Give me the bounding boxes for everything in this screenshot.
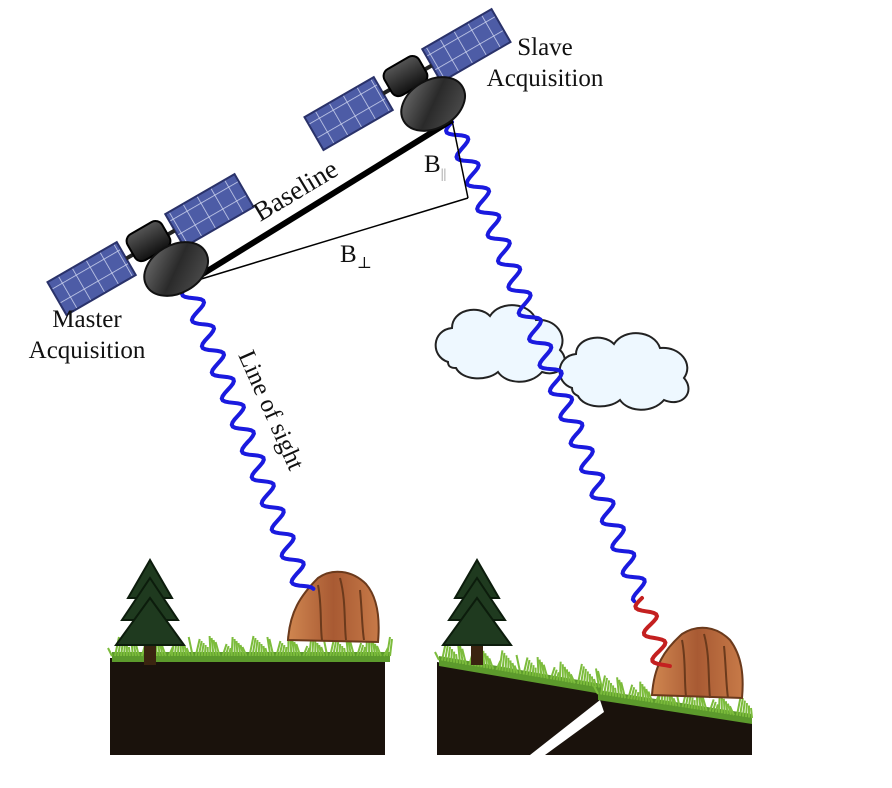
master-label-line2: Acquisition	[29, 337, 146, 364]
pine-tree-icon	[441, 558, 513, 665]
b-parallel-label: B||	[424, 151, 446, 182]
slave-label-line1: Slave	[517, 34, 573, 61]
b-parallel-line	[451, 119, 469, 199]
rock-icon	[650, 626, 744, 700]
satellite-icon	[303, 7, 512, 152]
cloud-icon	[434, 304, 566, 383]
rock-icon	[286, 570, 380, 644]
b-perpendicular-subscript: ⊥	[357, 255, 372, 272]
left-ground-block	[110, 658, 385, 755]
cloud-icon	[558, 332, 690, 411]
right-grass-upper	[434, 641, 603, 694]
master-line-of-sight-signal	[179, 283, 316, 591]
b-perpendicular-label: B⊥	[340, 241, 372, 272]
pine-tree-icon	[114, 558, 186, 665]
satellite-icon	[46, 172, 255, 317]
master-label-line1: Master	[52, 306, 122, 333]
baseline-line	[186, 117, 454, 286]
b-perpendicular-symbol: B	[340, 241, 357, 268]
deformation-signal-segment	[633, 596, 672, 669]
b-perpendicular-line	[187, 197, 469, 284]
b-parallel-subscript: ||	[441, 167, 447, 182]
b-parallel-symbol: B	[424, 151, 441, 178]
slave-label-line2: Acquisition	[487, 65, 604, 92]
right-grass-lower	[593, 675, 753, 724]
slave-line-of-sight-signal	[443, 120, 647, 604]
